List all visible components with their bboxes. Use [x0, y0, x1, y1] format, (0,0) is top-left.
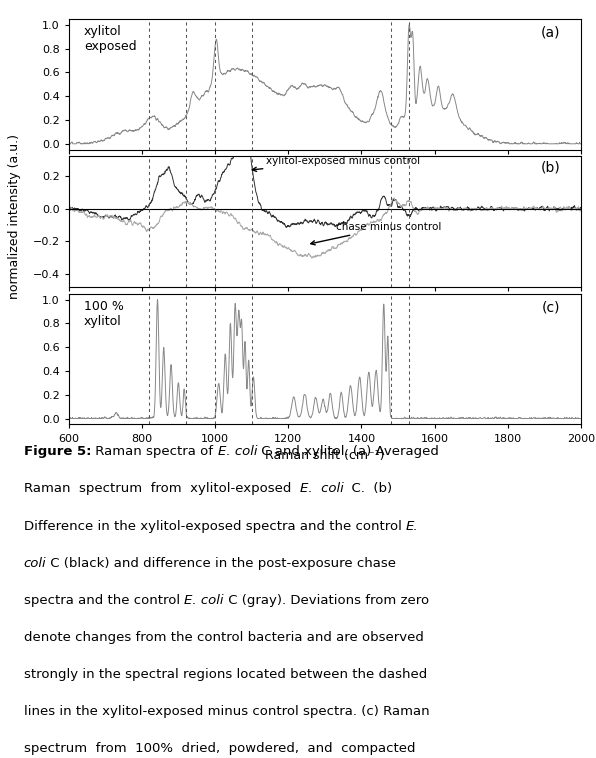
- X-axis label: Raman shift (cm⁻¹): Raman shift (cm⁻¹): [265, 449, 384, 462]
- Text: E. coli: E. coli: [218, 445, 257, 459]
- Text: Figure 5:: Figure 5:: [24, 445, 91, 459]
- Text: denote changes from the control bacteria and are observed: denote changes from the control bacteria…: [24, 631, 424, 644]
- Text: xylitol
exposed: xylitol exposed: [84, 26, 136, 54]
- Text: xylitol-exposed minus control: xylitol-exposed minus control: [252, 155, 420, 171]
- Text: C and xylitol. (a) Averaged: C and xylitol. (a) Averaged: [257, 445, 439, 459]
- Text: Raman  spectrum  from  xylitol-exposed: Raman spectrum from xylitol-exposed: [24, 482, 300, 496]
- Text: spectrum  from  100%  dried,  powdered,  and  compacted: spectrum from 100% dried, powdered, and …: [24, 742, 415, 755]
- Text: (b): (b): [541, 160, 561, 174]
- Text: chase minus control: chase minus control: [311, 222, 441, 245]
- Text: C.  (b): C. (b): [343, 482, 393, 496]
- Text: (c): (c): [542, 300, 561, 315]
- Text: lines in the xylitol-exposed minus control spectra. (c) Raman: lines in the xylitol-exposed minus contr…: [24, 705, 430, 718]
- Text: coli: coli: [24, 556, 46, 570]
- Text: E.: E.: [406, 519, 418, 533]
- Text: E.  coli: E. coli: [300, 482, 343, 496]
- Text: (a): (a): [541, 26, 561, 39]
- Text: Difference in the xylitol-exposed spectra and the control: Difference in the xylitol-exposed spectr…: [24, 519, 406, 533]
- Text: spectra and the control: spectra and the control: [24, 594, 184, 606]
- Text: C (black) and difference in the post-exposure chase: C (black) and difference in the post-exp…: [46, 556, 396, 570]
- Text: strongly in the spectral regions located between the dashed: strongly in the spectral regions located…: [24, 668, 427, 681]
- Text: E. coli: E. coli: [184, 594, 224, 606]
- Text: 100 %
xylitol: 100 % xylitol: [84, 300, 124, 328]
- Text: Raman spectra of: Raman spectra of: [91, 445, 218, 459]
- Text: normalized intensity (a.u.): normalized intensity (a.u.): [8, 133, 21, 299]
- Text: C (gray). Deviations from zero: C (gray). Deviations from zero: [224, 594, 429, 606]
